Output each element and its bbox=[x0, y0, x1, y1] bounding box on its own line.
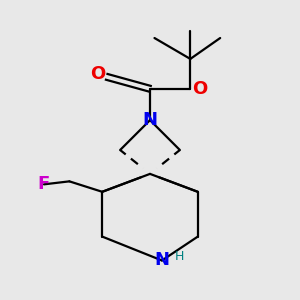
Text: O: O bbox=[192, 80, 207, 98]
Text: N: N bbox=[154, 251, 169, 269]
Ellipse shape bbox=[141, 165, 159, 183]
Text: N: N bbox=[142, 111, 158, 129]
Text: O: O bbox=[90, 65, 105, 83]
Text: H: H bbox=[175, 250, 184, 262]
Text: F: F bbox=[38, 175, 50, 193]
